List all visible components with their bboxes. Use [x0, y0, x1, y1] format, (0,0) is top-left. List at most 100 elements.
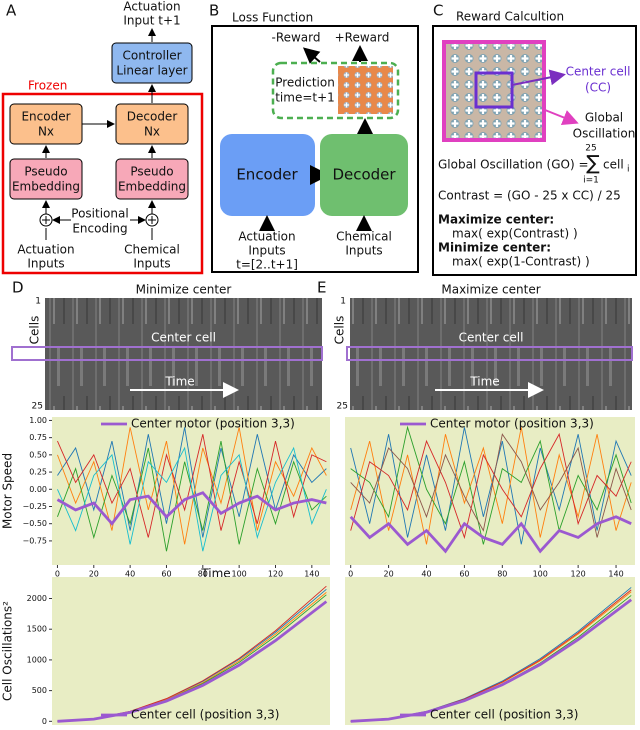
legend-text: Center cell (position 3,3)	[430, 708, 578, 722]
series-line	[350, 433, 632, 538]
y-axis-label: Motor Speed	[1, 453, 15, 529]
panel-label: D	[12, 279, 24, 297]
series-line	[57, 434, 327, 538]
prediction-text: Prediction	[275, 76, 335, 90]
panel-label: C	[433, 2, 443, 20]
x-tick-label: 20	[384, 570, 394, 579]
decoder-box	[320, 134, 408, 216]
y-tick-label: 500	[32, 686, 47, 695]
plus-node	[145, 213, 159, 227]
center-cell-text: Center cell	[151, 331, 216, 345]
arrow	[544, 109, 579, 125]
heatmap-title: Minimize center	[136, 283, 232, 297]
frozen-box	[1, 92, 204, 275]
frozen-label: Frozen	[28, 79, 67, 93]
x-tick-label: 40	[125, 570, 135, 579]
legend-text: Center motor (position 3,3)	[430, 417, 594, 431]
input-text: Chemical	[124, 243, 180, 257]
legend-text: Center motor (position 3,3)	[131, 417, 295, 431]
series-line	[350, 432, 632, 540]
output-label: Actuation	[123, 0, 180, 14]
prediction-image	[338, 66, 393, 114]
formula: i	[627, 165, 630, 175]
reward-text: -Reward	[271, 31, 320, 45]
input-text: Inputs	[248, 244, 285, 258]
center-cell-text: Center cell	[566, 65, 631, 79]
x-tick-label: 60	[459, 570, 469, 579]
series-line	[57, 446, 327, 552]
arrow	[511, 69, 566, 86]
y-tick-label: −0.75	[22, 536, 47, 545]
formula: ∑	[586, 151, 600, 175]
y-tick-label: 1.00	[29, 416, 47, 425]
panel-a: A Actuation Input t+1 Controller Linear …	[1, 0, 204, 275]
series-line	[350, 427, 632, 545]
panel-box	[211, 25, 419, 273]
x-tick-label: 140	[304, 570, 319, 579]
output-label: Input t+1	[123, 14, 180, 28]
x-tick-label: 140	[608, 570, 623, 579]
panel-label: E	[317, 279, 326, 297]
embedding-text: Pseudo	[24, 165, 67, 179]
panel-label: B	[209, 2, 219, 20]
positional-text: Encoding	[72, 222, 127, 236]
encoder-text: Nx	[38, 125, 54, 139]
heatmap-tick: 25	[337, 402, 348, 412]
encoder-text: Encoder	[21, 110, 70, 124]
y-tick-label: 2000	[27, 594, 47, 603]
embedding-box	[115, 158, 189, 200]
y-tick-label: −0.25	[22, 502, 47, 511]
reward-text: +Reward	[335, 31, 390, 45]
global-text: Oscillation	[573, 127, 636, 141]
input-text: Inputs	[27, 257, 64, 271]
plus-node	[39, 213, 53, 227]
heatmap-tick: 1	[340, 297, 346, 307]
x-tick-label: 40	[421, 570, 431, 579]
x-tick-label: 100	[533, 570, 548, 579]
y-tick-label: 0.50	[29, 450, 47, 459]
formula: 25	[585, 144, 596, 154]
heatmap-tick: 1	[35, 297, 41, 307]
embedding-text: Pseudo	[130, 165, 173, 179]
decoder-box	[115, 103, 189, 145]
series-line	[56, 491, 327, 526]
formula: i=1	[583, 176, 599, 186]
formula: Minimize center:	[438, 241, 551, 255]
plot-area	[345, 577, 635, 725]
formula: Maximize center:	[438, 213, 554, 227]
heatmap-y-label: Cells	[28, 316, 42, 345]
time-text: Time	[164, 375, 194, 389]
panel-label: A	[6, 2, 17, 20]
panel-box	[432, 25, 637, 276]
x-tick-label: 80	[198, 570, 208, 579]
plot-area	[52, 577, 330, 725]
heatmap-title: Maximize center	[441, 283, 540, 297]
decoder-text: Decoder	[127, 110, 178, 124]
center-row	[346, 346, 633, 361]
x-tick-label: 60	[161, 570, 171, 579]
formula: max( exp(1-Contrast) )	[452, 255, 590, 269]
x-tick-label: 0	[348, 570, 353, 579]
panel-title: Reward Calcultion	[456, 10, 564, 24]
prediction-text: time=t+1	[275, 91, 335, 105]
embedding-text: Embedding	[118, 180, 186, 194]
x-tick-label: 100	[232, 570, 247, 579]
controller-text: Linear layer	[116, 64, 187, 78]
center-cell-text: (CC)	[585, 81, 611, 95]
heatmap	[350, 298, 632, 410]
prediction-box	[271, 61, 400, 120]
y-tick-label: 0.00	[29, 485, 47, 494]
series-line	[350, 598, 633, 723]
series-line	[349, 515, 632, 554]
x-tick-label: 120	[268, 570, 283, 579]
decoder-text: Nx	[144, 125, 160, 139]
input-text: Inputs	[345, 244, 382, 258]
embedding-box	[9, 158, 83, 200]
y-tick-label: −0.50	[22, 519, 47, 528]
encoder-text: Encoder	[236, 166, 298, 184]
x-tick-label: 20	[89, 570, 99, 579]
series-line	[57, 600, 328, 723]
formula: max( exp(Contrast) )	[452, 227, 578, 241]
formula: Contrast = (GO - 25 x CC) / 25	[438, 189, 621, 203]
center-cell-text: Center cell	[459, 331, 524, 345]
